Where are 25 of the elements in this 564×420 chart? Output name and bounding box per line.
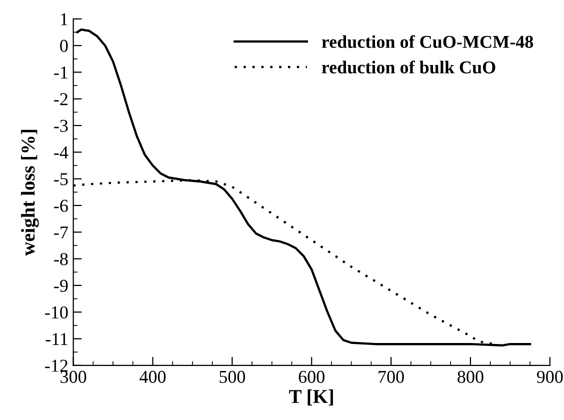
x-tick-label: 400: [140, 370, 166, 383]
x-tick-label: 700: [378, 370, 404, 383]
y-tick-label: -6: [54, 200, 68, 212]
y-tick-label: -9: [54, 280, 68, 292]
y-tick-label: -8: [54, 253, 68, 266]
y-tick-label: 0: [60, 40, 68, 52]
legend-label: reduction of CuO-MCM-48: [322, 35, 534, 48]
y-tick-label: -3: [54, 120, 68, 132]
x-axis-title: T [K]: [289, 389, 333, 406]
x-tick-label: 500: [220, 370, 246, 383]
y-tick-label: -5: [54, 173, 68, 186]
y-axis-title: weight loss [%]: [21, 130, 39, 256]
y-tick-label: -1: [54, 66, 68, 78]
x-tick-label: 900: [536, 370, 563, 383]
y-tick-label: 1: [61, 13, 68, 26]
legend-label: reduction of bulk CuO: [322, 60, 496, 74]
y-tick-label: -7: [54, 226, 68, 238]
y-tick-label: -12: [45, 360, 68, 372]
y-tick-label: -2: [54, 93, 68, 106]
y-tick-label: -11: [46, 333, 68, 346]
x-tick-label: 600: [298, 370, 324, 383]
x-tick-label: 300: [60, 370, 86, 383]
y-tick-label: -10: [45, 306, 68, 319]
y-tick-label: -4: [54, 146, 68, 158]
x-tick-label: 800: [458, 370, 484, 383]
